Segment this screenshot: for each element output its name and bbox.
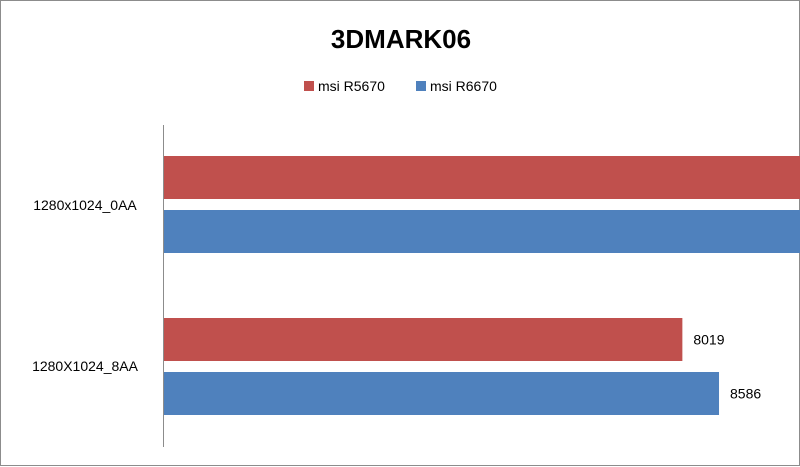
data-label-1280x1024-8aa-msi-r5670: 8019: [693, 332, 724, 348]
bars: [164, 156, 800, 415]
category-labels: 1280x1024_0AA 1280X1024_8AA: [32, 197, 139, 374]
bar-1280x1024-8aa-msi-r6670: [164, 372, 720, 415]
data-label-1280x1024-8aa-msi-r6670: 8586: [730, 386, 761, 402]
data-labels: 114811228380198586: [693, 332, 761, 402]
legend-label-msi-r6670: msi R6670: [430, 78, 497, 94]
category-label-1280x1024-0aa: 1280x1024_0AA: [33, 197, 137, 213]
category-label-1280x1024-8aa: 1280X1024_8AA: [32, 358, 139, 374]
legend-label-msi-r5670: msi R5670: [318, 78, 385, 94]
legend-swatch-msi-r6670: [416, 81, 426, 91]
bar-1280x1024-0aa-msi-r6670: [164, 210, 800, 253]
chart-title: 3DMARK06: [331, 24, 471, 54]
bar-1280x1024-0aa-msi-r5670: [164, 156, 800, 199]
legend: msi R5670 msi R6670: [304, 78, 497, 94]
bar-1280x1024-8aa-msi-r5670: [164, 318, 683, 361]
legend-swatch-msi-r5670: [304, 81, 314, 91]
